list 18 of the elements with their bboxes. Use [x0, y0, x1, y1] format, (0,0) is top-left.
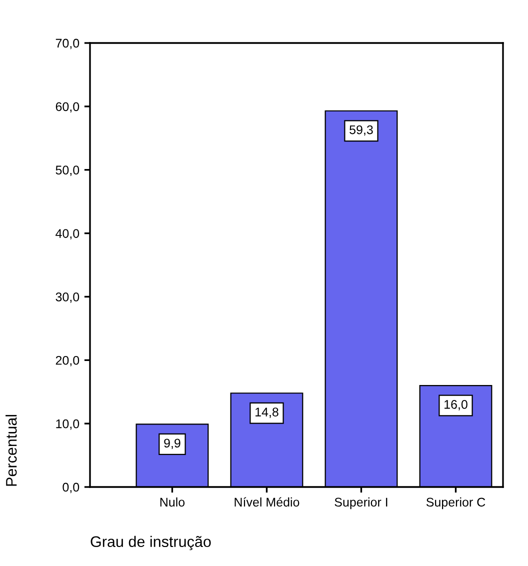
x-tick-label: Superior C: [426, 497, 486, 510]
y-tick-label: 10,0: [56, 419, 80, 430]
x-tick-label: Superior I: [334, 497, 388, 510]
x-tick-label: Nível Médio: [234, 497, 300, 507]
data-label: 59,3: [350, 125, 373, 136]
y-tick-label: 40,0: [56, 229, 80, 240]
data-label: 9,9: [164, 438, 180, 450]
y-tick-label: 30,0: [56, 292, 80, 303]
y-tick-label: 60,0: [56, 102, 80, 113]
x-tick-label: Nulo: [160, 497, 185, 507]
y-tick-label: 50,0: [56, 166, 80, 176]
y-tick-label: 20,0: [56, 356, 80, 366]
y-axis-title: Percentual: [6, 414, 17, 486]
y-tick-label: 0,0: [62, 482, 80, 494]
data-label: 16,0: [444, 400, 468, 410]
x-axis-title: Grau de instrução: [90, 536, 211, 550]
y-tick-label: 70,0: [56, 38, 80, 50]
data-label: 14,8: [256, 408, 278, 418]
